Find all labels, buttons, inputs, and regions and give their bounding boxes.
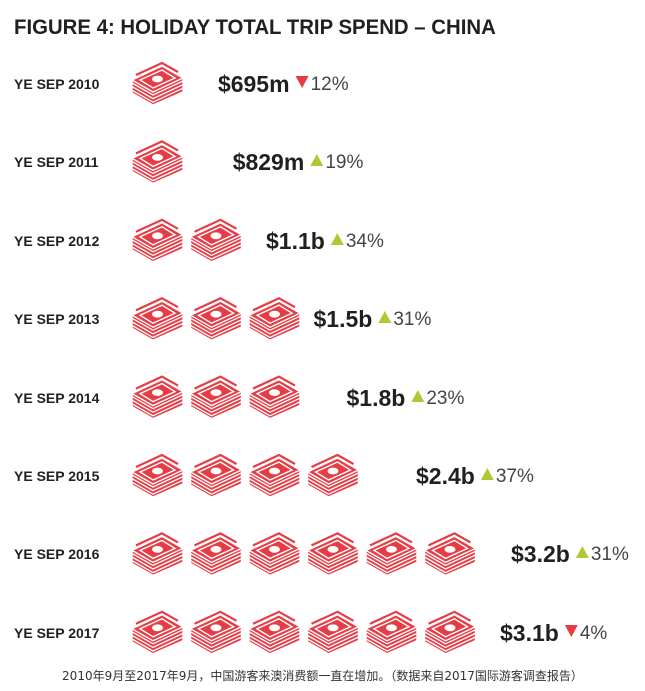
money-stack-icon <box>189 297 243 342</box>
money-stack-icon <box>306 532 360 577</box>
row-label: YE SEP 2010 <box>14 76 100 92</box>
money-stack-icon <box>364 610 419 655</box>
value-label: $1.1b <box>266 228 325 254</box>
row-label: YE SEP 2011 <box>14 154 99 170</box>
money-stack-icon <box>189 453 243 498</box>
value-label: $1.5b <box>314 306 373 332</box>
value-label: $1.8b <box>347 385 406 411</box>
money-stack-icon <box>423 610 477 655</box>
row-label: YE SEP 2013 <box>14 311 100 327</box>
change-label: 19% <box>325 152 363 173</box>
change-label: 34% <box>346 231 384 252</box>
money-stack-icon <box>306 453 360 498</box>
money-stack-icon <box>189 218 243 263</box>
figure-caption: 2010年9月至2017年9月，中国游客来澳消费额一直在增加。（数据来自2017… <box>62 669 583 683</box>
money-stack-icon <box>247 532 302 577</box>
change-up-icon <box>480 468 494 480</box>
change-label: 37% <box>496 466 534 487</box>
change-up-icon <box>310 154 324 166</box>
money-stack-icon-partial <box>364 453 408 498</box>
row-label: YE SEP 2016 <box>14 546 100 562</box>
money-stack-icon <box>189 610 243 655</box>
money-stack-icon <box>306 610 360 655</box>
change-label: 31% <box>393 309 431 330</box>
money-stack-icon <box>247 297 302 342</box>
value-label: $3.2b <box>511 541 570 567</box>
row-label: YE SEP 2014 <box>14 390 100 406</box>
money-stack-icon <box>130 532 185 577</box>
money-stack-icon <box>247 453 302 498</box>
value-label: $695m <box>218 71 290 97</box>
money-stack-icon <box>130 61 185 106</box>
value-label: $2.4b <box>416 463 475 489</box>
change-up-icon <box>330 233 344 245</box>
change-label: 31% <box>591 544 629 565</box>
chart-title: FIGURE 4: HOLIDAY TOTAL TRIP SPEND – CHI… <box>14 16 496 39</box>
value-label: $3.1b <box>500 620 559 646</box>
change-label: 12% <box>311 74 349 95</box>
change-label: 23% <box>426 388 464 409</box>
change-up-icon <box>378 311 392 323</box>
pictogram-chart: YE SEP 2010 $695m 12% YE SEP 2011 $829m 19% YE… <box>14 61 629 655</box>
money-stack-icon <box>130 297 185 342</box>
row-label: YE SEP 2017 <box>14 625 100 641</box>
row-label: YE SEP 2012 <box>14 233 100 249</box>
money-stack-icon <box>247 375 302 420</box>
money-stack-icon <box>189 375 243 420</box>
change-down-icon <box>564 625 578 637</box>
money-stack-icon <box>130 610 185 655</box>
money-stack-icon <box>130 218 185 263</box>
change-label: 4% <box>580 623 608 644</box>
money-stack-icon <box>130 453 185 498</box>
money-stack-icon <box>130 375 185 420</box>
money-stack-icon <box>130 140 185 185</box>
change-up-icon <box>411 390 425 402</box>
change-up-icon <box>575 546 589 558</box>
value-label: $829m <box>233 149 305 175</box>
money-stack-icon <box>189 532 243 577</box>
money-stack-icon <box>423 532 477 577</box>
money-stack-icon <box>364 532 419 577</box>
money-stack-icon <box>247 610 302 655</box>
change-down-icon <box>295 76 309 88</box>
row-label: YE SEP 2015 <box>14 468 100 484</box>
